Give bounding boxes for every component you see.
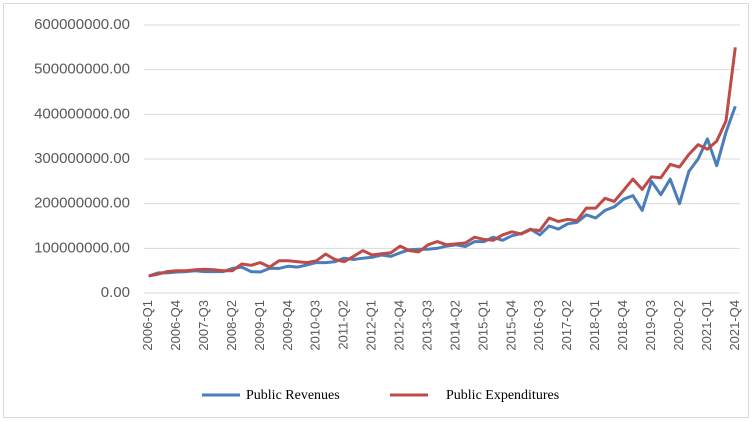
series-line (148, 47, 737, 278)
x-tick-label: 2015-Q1 (475, 300, 490, 351)
y-tick-label: 200000000.00 (34, 195, 130, 212)
x-tick-label: 2013-Q3 (419, 300, 434, 351)
x-tick-label: 2012-Q4 (392, 300, 407, 351)
x-tick-label: 2020-Q2 (671, 300, 686, 351)
x-tick-label: 2006-Q4 (168, 300, 183, 351)
y-tick-label: 100000000.00 (34, 239, 130, 256)
x-tick-label: 2012-Q1 (364, 300, 379, 351)
x-tick-label: 2021-Q1 (699, 300, 714, 351)
x-tick-label: 2009-Q1 (252, 300, 267, 351)
x-tick-label: 2006-Q1 (140, 300, 155, 351)
x-tick-label: 2014-Q2 (447, 300, 462, 351)
y-tick-label: 400000000.00 (34, 105, 130, 122)
y-tick-label: 300000000.00 (34, 150, 130, 167)
x-tick-label: 2009-Q4 (280, 300, 295, 351)
x-tick-label: 2008-Q2 (224, 300, 239, 351)
x-tick-label: 2018-Q4 (615, 300, 630, 351)
x-tick-label: 2021-Q4 (727, 300, 742, 351)
x-tick-label: 2017-Q2 (559, 300, 574, 351)
x-tick-label: 2018-Q1 (587, 300, 602, 351)
legend-label: Public Revenues (246, 388, 340, 403)
x-tick-label: 2010-Q3 (308, 300, 323, 351)
x-tick-label: 2015-Q4 (503, 300, 518, 351)
chart-border (3, 3, 749, 418)
x-tick-label: 2011-Q2 (336, 300, 351, 350)
y-tick-label: 500000000.00 (34, 61, 130, 78)
y-tick-label: 0.00 (101, 284, 130, 301)
x-tick-label: 2019-Q3 (643, 300, 658, 351)
x-tick-label: 2016-Q3 (531, 300, 546, 351)
y-tick-label: 600000000.00 (34, 16, 130, 33)
series-line (148, 105, 737, 278)
legend-label: Public Expenditures (446, 388, 559, 403)
x-tick-label: 2007-Q3 (196, 300, 211, 351)
